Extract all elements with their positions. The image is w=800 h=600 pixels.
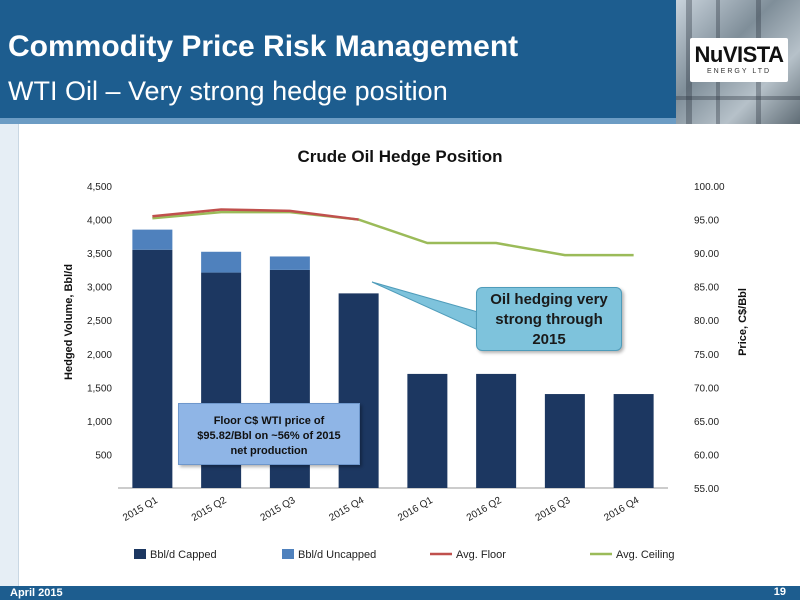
series-line	[152, 210, 634, 257]
chart-legend: Bbl/d Capped Bbl/d Uncapped Avg. Floor Avg.…	[134, 549, 675, 561]
hedging-callout: Oil hedging very strong through 2015	[476, 287, 622, 351]
y-tick-label: 4,500	[87, 182, 112, 193]
lines-group	[152, 208, 634, 257]
company-logo: NuVISTA ENERGY LTD	[676, 0, 800, 124]
legend-swatch	[282, 549, 294, 559]
hedge-chart: Crude Oil Hedge Position 500 1,000 1,500 2,…	[63, 147, 749, 561]
header-rule	[0, 118, 800, 124]
slide-subtitle: WTI Oil – Very strong hedge position	[8, 76, 448, 106]
x-tick-labels: 2015 Q1 2015 Q2 2015 Q3 2015 Q4 2016 Q1 2016 …	[121, 495, 641, 524]
series-line	[152, 208, 359, 221]
y2-tick-label: 55.00	[694, 484, 719, 495]
logo-wordmark: NuVISTA	[694, 42, 784, 67]
page-number: 19	[773, 586, 786, 598]
logo-plate: NuVISTA ENERGY LTD	[690, 38, 788, 82]
bar-uncapped	[132, 229, 173, 250]
y-tick-label: 3,000	[87, 283, 112, 294]
callout-pointer	[371, 281, 479, 331]
y2-tick-label: 80.00	[694, 316, 719, 327]
y-tick-label: 4,000	[87, 216, 112, 227]
y2-tick-label: 90.00	[694, 249, 719, 260]
bar-capped	[132, 249, 173, 488]
x-tick-label: 2016 Q1	[396, 495, 435, 524]
x-tick-label: 2015 Q1	[121, 495, 160, 524]
y2-tick-label: 65.00	[694, 417, 719, 428]
y-tick-label: 2,000	[87, 350, 112, 361]
bar-capped	[407, 373, 448, 488]
y-tick-label: 1,000	[87, 417, 112, 428]
slide-header	[0, 0, 800, 124]
legend-label: Avg. Ceiling	[616, 549, 675, 561]
bar-capped	[613, 394, 654, 488]
slide-footer	[0, 586, 800, 600]
x-tick-label: 2015 Q2	[190, 495, 229, 524]
x-tick-label: 2016 Q3	[534, 495, 573, 524]
bar-capped	[476, 373, 517, 488]
y2-tick-label: 100.00	[694, 182, 725, 193]
x-tick-label: 2016 Q4	[602, 495, 641, 524]
bar-uncapped	[269, 256, 310, 270]
legend-label: Avg. Floor	[456, 549, 506, 561]
x-tick-label: 2016 Q2	[465, 495, 504, 524]
y2-tick-label: 70.00	[694, 383, 719, 394]
y2-tick-label: 60.00	[694, 450, 719, 461]
legend-label: Bbl/d Uncapped	[298, 549, 376, 561]
legend-label: Bbl/d Capped	[150, 549, 217, 561]
y2-tick-label: 85.00	[694, 283, 719, 294]
bar-uncapped	[201, 251, 242, 273]
y-tick-label: 1,500	[87, 383, 112, 394]
legend-swatch	[134, 549, 146, 559]
y-tick-label: 2,500	[87, 316, 112, 327]
y-axis-label: Hedged Volume, Bbl/d	[63, 264, 75, 380]
x-tick-label: 2015 Q3	[259, 495, 298, 524]
floor-callout: Floor C$ WTI price of $95.82/Bbl on ~56%…	[178, 403, 360, 465]
y-tick-label: 3,500	[87, 249, 112, 260]
y-tick-label: 500	[95, 450, 112, 461]
slide-title: Commodity Price Risk Management	[8, 30, 519, 63]
logo-subtext: ENERGY LTD	[706, 68, 772, 75]
left-axis-ticks: 500 1,000 1,500 2,000 2,500 3,000 3,500 4,000 4,…	[87, 182, 112, 461]
y2-tick-label: 75.00	[694, 350, 719, 361]
y2-tick-label: 95.00	[694, 216, 719, 227]
bar-capped	[544, 394, 585, 488]
chart-title: Crude Oil Hedge Position	[298, 147, 503, 166]
right-axis-ticks: 55.00 60.00 65.00 70.00 75.00 80.00 85.00 90.00…	[694, 182, 725, 495]
y2-axis-label: Price, C$/Bbl	[737, 288, 749, 356]
x-tick-label: 2015 Q4	[327, 495, 366, 524]
footer-date: April 2015	[10, 587, 63, 599]
left-side-strip	[0, 124, 19, 586]
